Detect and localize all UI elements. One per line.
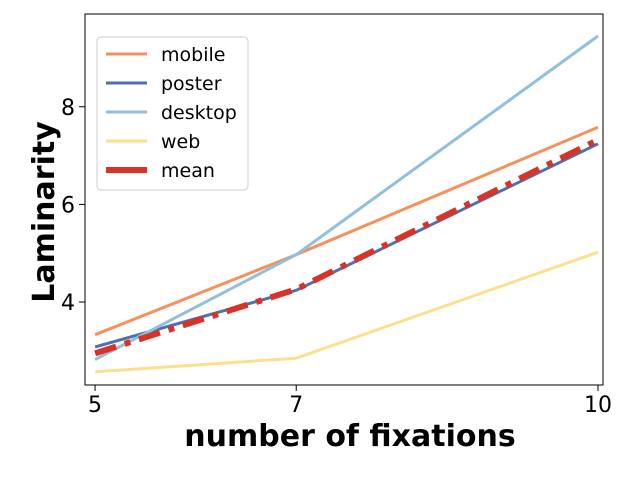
legend-label-desktop: desktop [161, 102, 237, 124]
x-axis-label: number of fixations [184, 419, 515, 454]
legend-box [96, 36, 249, 191]
y-axis-ticks: 4 6 8 [61, 96, 85, 316]
legend: mobile poster desktop web mean [96, 36, 249, 191]
x-tick-label: 5 [88, 393, 102, 418]
y-tick-label: 8 [61, 96, 75, 121]
y-tick-label: 4 [61, 291, 75, 316]
series-line-mean [94, 137, 600, 357]
legend-label-mean: mean [161, 160, 215, 182]
x-axis-ticks: 5 7 10 [88, 385, 612, 418]
y-tick-label: 6 [61, 193, 75, 218]
legend-label-web: web [161, 131, 200, 153]
series-line-web [94, 250, 599, 374]
y-axis-label: Laminarity [27, 121, 62, 303]
x-tick-label: 10 [584, 393, 612, 418]
x-tick-label: 7 [289, 393, 303, 418]
series-lines [94, 34, 600, 374]
legend-label-poster: poster [161, 73, 222, 95]
legend-label-mobile: mobile [161, 44, 225, 66]
plot-frame [84, 13, 604, 386]
series-line-desktop [94, 34, 599, 361]
